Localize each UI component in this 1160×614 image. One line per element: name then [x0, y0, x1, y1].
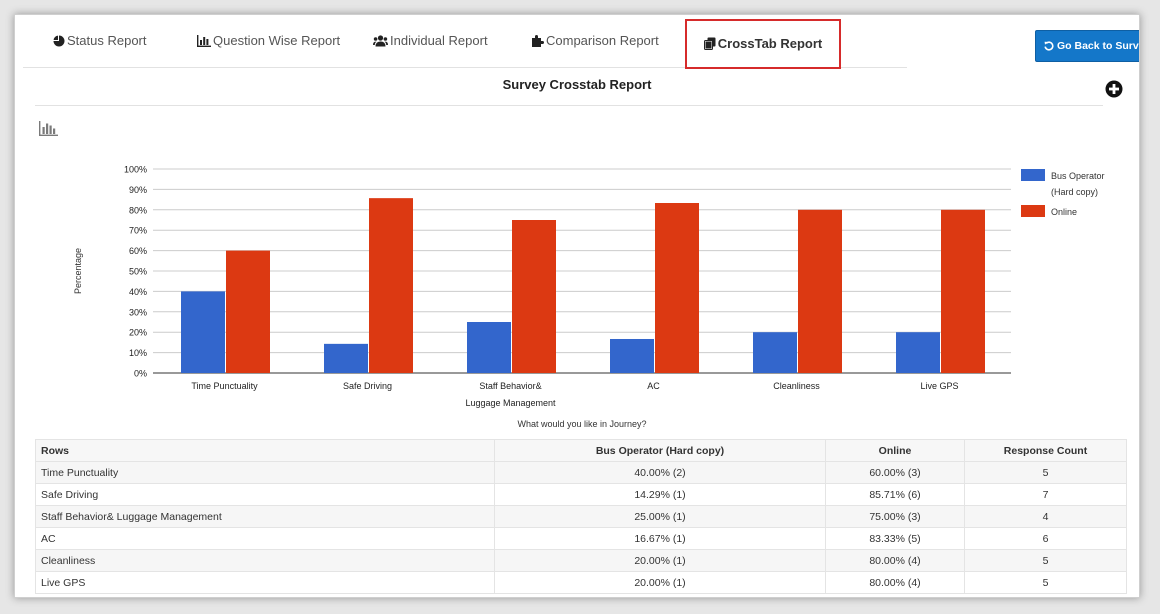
tab-label: CrossTab Report: [717, 36, 823, 51]
table-row: Staff Behavior& Luggage Management 25.00%…: [35, 505, 1127, 528]
crosstab-table: Rows Bus Operator (Hard copy) Online Res…: [35, 439, 1127, 594]
copy-icon: [703, 37, 716, 50]
table-row: Time Punctuality 40.00% (2) 60.00% (3) 5: [35, 461, 1127, 484]
y-axis-label: Percentage: [73, 248, 83, 294]
bar-bus-operator: [181, 291, 225, 373]
pie-chart-icon: [53, 35, 65, 47]
tab-crosstab-report[interactable]: CrossTab Report: [685, 19, 841, 69]
value-cell: 5: [964, 549, 1127, 572]
back-button-label: Go Back to Survey: [1057, 40, 1139, 52]
bar-bus-operator: [896, 332, 940, 373]
column-header: Online: [825, 439, 965, 462]
bar-bus-operator: [467, 322, 511, 373]
y-tick-label: 70%: [129, 226, 147, 236]
report-title: Survey Crosstab Report: [502, 77, 652, 92]
table-row: Cleanliness 20.00% (1) 80.00% (4) 5: [35, 549, 1127, 572]
x-tick-label: Staff Behavior&: [479, 381, 541, 391]
legend-swatch: [1021, 169, 1045, 181]
value-cell: 20.00% (1): [494, 571, 826, 594]
users-icon: [373, 35, 388, 47]
crosstab-bar-chart: 0% 10% 20% 30% 40% 50% 60% 70% 80% 90% 100% Percent…: [73, 165, 1105, 430]
y-tick-label: 10%: [129, 348, 147, 358]
tab-individual-report[interactable]: Individual Report: [373, 15, 488, 67]
column-header: Response Count: [964, 439, 1127, 462]
value-cell: 7: [964, 483, 1127, 506]
legend-label: (Hard copy): [1051, 187, 1098, 197]
y-tick-label: 0%: [134, 369, 147, 379]
legend-swatch: [1021, 205, 1045, 217]
value-cell: 5: [964, 461, 1127, 484]
bar-online: [798, 209, 842, 373]
puzzle-icon: [532, 35, 544, 47]
x-tick-label: Cleanliness: [773, 381, 820, 391]
value-cell: 20.00% (1): [494, 549, 826, 572]
bar-chart-icon: [197, 35, 211, 47]
report-tabs: Status Report Question Wise Report Indiv…: [23, 15, 907, 69]
column-header: Bus Operator (Hard copy): [494, 439, 826, 462]
value-cell: 85.71% (6): [825, 483, 965, 506]
y-tick-label: 80%: [129, 205, 147, 215]
row-label-cell: Staff Behavior& Luggage Management: [35, 505, 495, 528]
bar-online: [512, 220, 556, 373]
x-tick-label: Luggage Management: [465, 398, 556, 408]
row-label-cell: Live GPS: [35, 571, 495, 594]
y-tick-label: 90%: [129, 185, 147, 195]
x-tick-label: Safe Driving: [343, 381, 392, 391]
bar-online: [941, 209, 985, 373]
y-tick-label: 20%: [129, 328, 147, 338]
tab-label: Individual Report: [390, 33, 488, 48]
table-row: Safe Driving 14.29% (1) 85.71% (6) 7: [35, 483, 1127, 506]
value-cell: 14.29% (1): [494, 483, 826, 506]
x-tick-label: Time Punctuality: [191, 381, 258, 391]
value-cell: 80.00% (4): [825, 571, 965, 594]
legend-label: Bus Operator: [1051, 171, 1105, 181]
y-tick-label: 40%: [129, 287, 147, 297]
tab-question-wise-report[interactable]: Question Wise Report: [197, 15, 340, 67]
legend-label: Online: [1051, 207, 1077, 217]
title-divider: [35, 105, 1103, 106]
row-label-cell: Time Punctuality: [35, 461, 495, 484]
undo-icon: [1044, 41, 1054, 51]
row-label-cell: Safe Driving: [35, 483, 495, 506]
chart-type-icon[interactable]: [39, 121, 59, 137]
bar-bus-operator: [753, 332, 797, 373]
y-tick-label: 60%: [129, 246, 147, 256]
report-window: Status Report Question Wise Report Indiv…: [14, 14, 1140, 598]
y-tick-label: 30%: [129, 307, 147, 317]
x-axis-label: What would you like in Journey?: [517, 419, 646, 429]
column-header: Rows: [35, 439, 495, 462]
value-cell: 40.00% (2): [494, 461, 826, 484]
tab-comparison-report[interactable]: Comparison Report: [531, 15, 659, 67]
y-tick-label: 100%: [124, 165, 147, 175]
value-cell: 4: [964, 505, 1127, 528]
y-tick-label: 50%: [129, 267, 147, 277]
x-tick-label: AC: [647, 381, 660, 391]
bar-online: [655, 203, 699, 373]
value-cell: 16.67% (1): [494, 527, 826, 550]
bar-online: [369, 198, 413, 373]
value-cell: 25.00% (1): [494, 505, 826, 528]
tab-label: Status Report: [67, 33, 147, 48]
bar-online: [226, 250, 270, 373]
add-icon[interactable]: [1105, 80, 1123, 98]
value-cell: 6: [964, 527, 1127, 550]
value-cell: 60.00% (3): [825, 461, 965, 484]
tab-label: Comparison Report: [546, 33, 659, 48]
value-cell: 83.33% (5): [825, 527, 965, 550]
table-row: Live GPS 20.00% (1) 80.00% (4) 5: [35, 571, 1127, 594]
go-back-to-survey-button[interactable]: Go Back to Survey: [1035, 30, 1139, 62]
row-label-cell: AC: [35, 527, 495, 550]
value-cell: 75.00% (3): [825, 505, 965, 528]
table-row: AC 16.67% (1) 83.33% (5) 6: [35, 527, 1127, 550]
x-tick-label: Live GPS: [920, 381, 958, 391]
table-header-row: Rows Bus Operator (Hard copy) Online Res…: [35, 439, 1127, 462]
value-cell: 80.00% (4): [825, 549, 965, 572]
bar-bus-operator: [610, 338, 654, 373]
value-cell: 5: [964, 571, 1127, 594]
tab-status-report[interactable]: Status Report: [53, 15, 147, 67]
row-label-cell: Cleanliness: [35, 549, 495, 572]
tab-label: Question Wise Report: [213, 33, 341, 48]
bar-bus-operator: [324, 343, 368, 373]
